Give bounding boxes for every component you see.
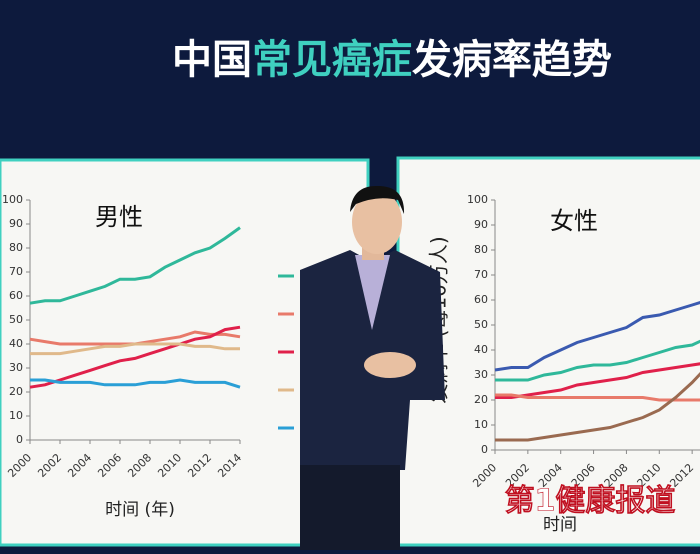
y-tick-label: 80 [9,241,23,254]
title-part: 常见癌症 [252,37,412,83]
y-tick-label: 60 [474,293,488,306]
y-tick-label: 50 [9,313,23,326]
y-tick-label: 90 [9,217,23,230]
y-tick-label: 20 [474,393,488,406]
x-axis-label: 时间 [543,515,577,535]
y-tick-label: 90 [474,218,488,231]
series-line [29,226,241,305]
chart-title: 女性 [550,207,598,235]
watermark: 第1健康报道 [505,484,676,519]
hands [364,352,416,378]
hair [350,185,405,214]
y-tick-label: 10 [474,418,488,431]
trousers [300,465,400,550]
series-line [30,378,241,389]
shirt [355,255,390,330]
y-tick-label: 30 [9,361,23,374]
y-tick-label: 80 [474,243,488,256]
series-line [495,393,700,402]
y-tick-label: 10 [9,409,23,422]
x-axis-label: 时间 (年) [105,500,175,520]
y-tick-label: 70 [9,265,23,278]
y-tick-label: 0 [481,443,488,456]
series-line [29,325,241,389]
series-line [495,371,700,442]
y-tick-label: 40 [9,337,23,350]
series-line [495,362,700,399]
chart-title: 男性 [95,203,143,231]
y-tick-label: 40 [474,343,488,356]
title-part: 发病率趋势 [412,37,612,83]
y-tick-label: 0 [16,433,23,446]
series-line [30,342,240,356]
title-part: 中国 [172,37,252,83]
series-line [495,339,700,382]
y-tick-label: 50 [474,318,488,331]
face [352,190,402,254]
y-tick-label: 20 [9,385,23,398]
y-tick-label: 70 [474,268,488,281]
y-tick-label: 60 [9,289,23,302]
series-line [494,301,700,372]
y-tick-label: 100 [2,193,23,206]
y-tick-label: 30 [474,368,488,381]
presenter [300,185,445,550]
y-tick-label: 100 [467,193,488,206]
slide-title: 中国常见癌症发病率趋势 [172,37,612,83]
